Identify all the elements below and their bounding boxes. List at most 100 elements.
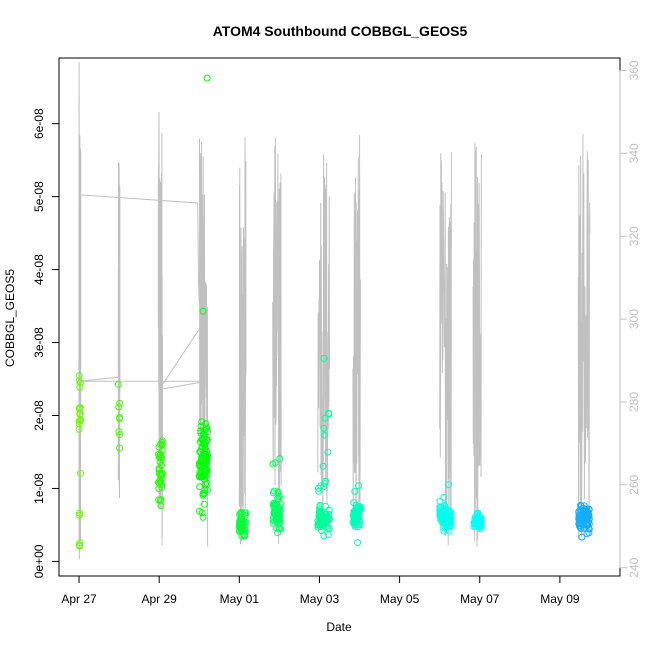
right-y-tick-label: 300 [627, 309, 641, 329]
altitude-profile-flight-9 [439, 152, 452, 546]
data-point [76, 511, 83, 519]
x-tick-label: May 09 [540, 592, 580, 606]
y-axis: 0e+00 1e-08 2e-08 3e-08 4e-08 5e-08 6e-08 [32, 108, 60, 578]
data-point [276, 455, 284, 463]
data-point [157, 470, 165, 478]
data-point [76, 383, 84, 391]
data-point [575, 508, 583, 515]
data-point [579, 520, 587, 528]
data-point [274, 529, 281, 537]
data-point [440, 493, 448, 501]
data-point [354, 507, 362, 515]
data-point [203, 74, 211, 82]
y-tick-label: 6e-08 [32, 108, 46, 139]
data-point [320, 532, 328, 540]
data-point [317, 507, 325, 515]
data-point [582, 509, 590, 517]
data-point [242, 509, 250, 517]
data-point [578, 533, 586, 541]
data-point [269, 489, 277, 497]
altitude-profile-flight-2 [117, 161, 121, 498]
y-tick-label: 2e-08 [32, 400, 46, 431]
x-tick-label: Apr 27 [61, 592, 97, 606]
data-point [200, 466, 208, 474]
data-point [355, 482, 362, 490]
data-point [271, 459, 279, 467]
plot-frame [58, 57, 621, 577]
data-point [324, 448, 332, 456]
data-point [158, 438, 166, 446]
y-tick-label: 5e-08 [32, 181, 46, 212]
data-point [203, 465, 211, 473]
data-point [440, 524, 448, 531]
data-point [350, 516, 358, 524]
data-point [156, 454, 163, 461]
data-point [114, 380, 122, 388]
data-point [156, 471, 164, 479]
data-point [320, 424, 328, 432]
data-point [275, 519, 283, 527]
data-point [201, 426, 208, 434]
data-point [199, 490, 207, 497]
data-point [438, 515, 446, 523]
right-y-tick-label: 280 [627, 392, 641, 412]
data-point [155, 485, 163, 493]
x-tick-label: May 05 [380, 592, 420, 606]
altitude-profile-flight-7 [317, 154, 330, 519]
altitude-profile-flight-6 [272, 137, 282, 545]
data-point [116, 431, 124, 439]
data-point [204, 428, 212, 436]
data-point [203, 486, 211, 494]
data-point [199, 513, 207, 521]
x-tick-label: Apr 29 [141, 592, 177, 606]
data-point [198, 509, 206, 517]
altitude-series-line [78, 62, 207, 560]
data-point [198, 435, 206, 443]
data-point [75, 417, 83, 425]
data-point [585, 529, 593, 537]
right-y-tick-label: 360 [627, 60, 641, 80]
data-point [317, 516, 325, 524]
data-point [321, 431, 328, 439]
data-point [314, 521, 322, 529]
right-y-tick-label: 340 [627, 143, 641, 163]
data-point [476, 525, 484, 533]
data-point [76, 379, 84, 387]
data-point [585, 525, 593, 533]
data-point [238, 516, 246, 523]
data-point [437, 516, 445, 524]
data-point [354, 504, 362, 512]
y-axis-label: COBBGL_GEOS5 [3, 269, 17, 367]
data-point [116, 444, 124, 452]
y-tick-label: 4e-08 [32, 254, 46, 285]
data-point [321, 512, 329, 520]
data-point [116, 399, 124, 407]
data-point [155, 466, 163, 474]
data-point [276, 506, 284, 514]
data-point [198, 418, 206, 426]
data-point [320, 354, 328, 362]
right-y-axis: 240 260 280 300 320 340 360 [619, 60, 641, 578]
data-point [321, 414, 329, 422]
data-point [115, 428, 123, 436]
y-tick-label: 1e-08 [32, 473, 46, 504]
data-point [154, 450, 162, 458]
altitude-profile-flight-1 [78, 135, 82, 545]
data-point [197, 473, 205, 481]
altitude-profile-flight-8 [352, 134, 361, 529]
data-points-layer [75, 74, 593, 550]
data-point [442, 520, 450, 528]
data-point [76, 509, 83, 517]
data-point [440, 507, 448, 515]
right-y-tick-label: 320 [627, 226, 641, 246]
data-point [203, 454, 211, 462]
data-point [356, 521, 364, 529]
altitude-profile-flight-3 [157, 132, 163, 546]
data-point [275, 495, 283, 503]
y-tick-label: 0e+00 [32, 544, 46, 578]
data-point [77, 469, 85, 477]
data-point [354, 512, 362, 520]
data-point [271, 499, 279, 507]
data-point [196, 483, 204, 491]
